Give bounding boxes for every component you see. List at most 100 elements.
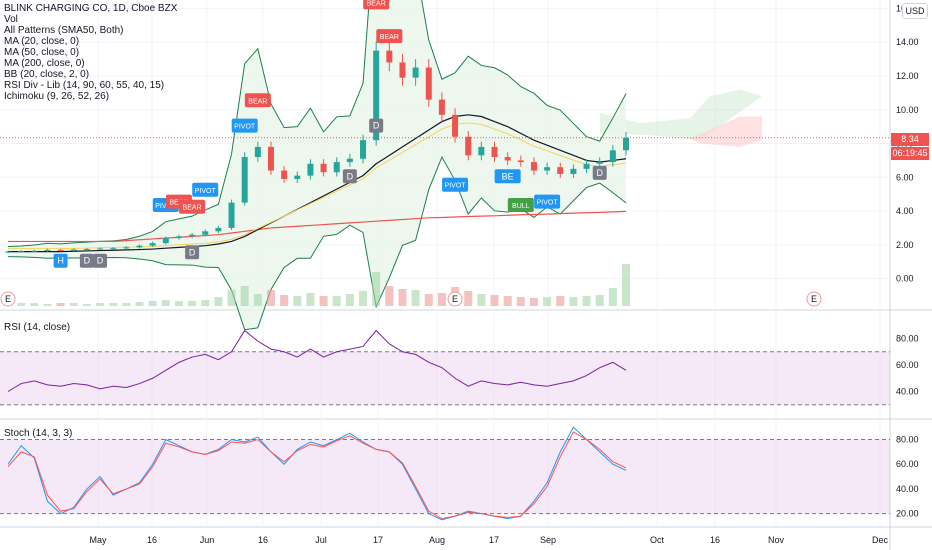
volume-bar xyxy=(608,288,617,306)
volume-bar xyxy=(582,296,591,306)
indicator-ma20[interactable]: MA (20, close, 0) xyxy=(4,36,80,47)
candle-body xyxy=(123,247,130,249)
candle-body xyxy=(149,243,156,246)
candle-body xyxy=(360,140,367,159)
time-tick-label: Aug xyxy=(429,535,445,545)
volume-bar xyxy=(385,286,394,306)
pattern-label-box xyxy=(185,245,200,260)
volume-bar xyxy=(569,297,578,306)
volume-bar xyxy=(43,304,52,306)
rsi-tick-label: 60.00 xyxy=(896,360,919,370)
candle-body xyxy=(412,67,419,78)
volume-bar xyxy=(345,294,354,306)
candle-body xyxy=(346,158,353,163)
volume-bar xyxy=(529,298,538,306)
candle-body xyxy=(438,99,445,115)
volume-bar xyxy=(240,286,249,306)
time-tick-label: Jul xyxy=(315,535,327,545)
volume-bar xyxy=(595,295,604,306)
volume-bar xyxy=(161,300,170,306)
pattern-label-box xyxy=(192,182,219,197)
pattern-label-box xyxy=(442,177,469,192)
candle-body xyxy=(57,249,64,251)
indicator-vol[interactable]: Vol xyxy=(4,14,18,25)
candle-body xyxy=(333,162,340,173)
candle-body xyxy=(425,67,432,100)
candle-body xyxy=(83,249,90,251)
candle-body xyxy=(373,50,380,141)
volume-bar xyxy=(503,296,512,306)
pattern-label-text: D xyxy=(347,171,354,181)
candle-body xyxy=(557,167,564,174)
indicator-bb[interactable]: BB (20, close, 2, 0) xyxy=(4,69,90,80)
volume-bar xyxy=(319,296,328,306)
candle-body xyxy=(241,157,248,203)
pattern-label-text: D xyxy=(373,121,380,131)
stoch-tick-label: 60.00 xyxy=(896,459,919,469)
rsi-tick-label: 80.00 xyxy=(896,334,919,344)
candle-body xyxy=(583,163,590,169)
volume-bar xyxy=(266,290,275,306)
stoch-tick-label: 80.00 xyxy=(896,435,919,445)
volume-bar xyxy=(490,295,499,306)
rsi-band xyxy=(0,351,890,405)
pattern-label-box xyxy=(179,199,206,214)
time-tick-label: 16 xyxy=(147,535,157,545)
earnings-marker xyxy=(447,291,463,307)
earnings-marker-text: E xyxy=(5,294,11,304)
pattern-label-text: H xyxy=(57,256,64,266)
volume-bar xyxy=(398,289,407,306)
price-tick-label: 12.00 xyxy=(896,71,919,81)
volume-bar xyxy=(543,297,552,306)
pattern-label-box xyxy=(592,165,607,180)
candle-body xyxy=(530,162,537,171)
pattern-label-text: D xyxy=(84,256,91,266)
symbol-title[interactable]: BLINK CHARGING CO, 1D, Cboe BZX xyxy=(4,3,178,14)
earnings-marker-text: E xyxy=(811,294,817,304)
stoch-band xyxy=(0,439,890,514)
price-tick-label: 10.00 xyxy=(896,105,919,115)
candle-body xyxy=(267,146,274,171)
time-tick-label: Nov xyxy=(768,535,785,545)
candle-body xyxy=(254,146,261,158)
volume-bar xyxy=(96,303,105,306)
ichimoku-cloud-bear xyxy=(690,116,762,147)
rsi-series-line-0 xyxy=(7,329,627,392)
volume-bar xyxy=(201,300,210,306)
rsi-pane-title[interactable]: RSI (14, close) xyxy=(4,322,71,333)
pattern-label-text: PIVOT xyxy=(445,183,467,190)
volume-bar xyxy=(332,296,341,306)
stoch-tick-label: 40.00 xyxy=(896,484,919,494)
pattern-label-text: BEAR xyxy=(248,98,267,105)
volume-bar xyxy=(30,303,39,306)
candle-body xyxy=(215,227,222,232)
pattern-label-box xyxy=(534,194,561,209)
pattern-label-text: BULL xyxy=(512,203,530,210)
indicator-rsi-div[interactable]: RSI Div - Lib (14, 90, 60, 55, 40, 15) xyxy=(4,80,165,91)
candle-body xyxy=(18,251,25,253)
candle-body xyxy=(136,245,143,248)
rsi-tick-label: 40.00 xyxy=(896,387,919,397)
stoch-pane-title[interactable]: Stoch (14, 3, 3) xyxy=(4,428,73,439)
candle-body xyxy=(162,238,169,244)
time-tick-label: 16 xyxy=(710,535,720,545)
indicator-ichimoku[interactable]: Ichimoku (9, 26, 52, 26) xyxy=(4,91,110,102)
pattern-label-text: BEAR xyxy=(367,0,386,7)
pattern-label-box xyxy=(494,169,521,184)
currency-button[interactable]: USD xyxy=(902,3,928,19)
pattern-label-box xyxy=(342,169,357,184)
header-info: BLINK CHARGING CO, 1D, Cboe BZX Vol All … xyxy=(4,3,177,102)
volume-bar xyxy=(359,291,368,306)
indicator-patterns[interactable]: All Patterns (SMA50, Both) xyxy=(4,25,124,36)
candle-body xyxy=(596,162,603,164)
volume-bar xyxy=(135,302,144,306)
indicator-ma200[interactable]: MA (200, close, 0) xyxy=(4,58,85,69)
time-tick-label: Jun xyxy=(200,535,215,545)
candle-body xyxy=(228,202,235,228)
volume-bar xyxy=(411,290,420,306)
volume-bar xyxy=(214,297,223,306)
candle-body xyxy=(478,146,485,156)
indicator-ma50[interactable]: MA (50, close, 0) xyxy=(4,47,80,58)
